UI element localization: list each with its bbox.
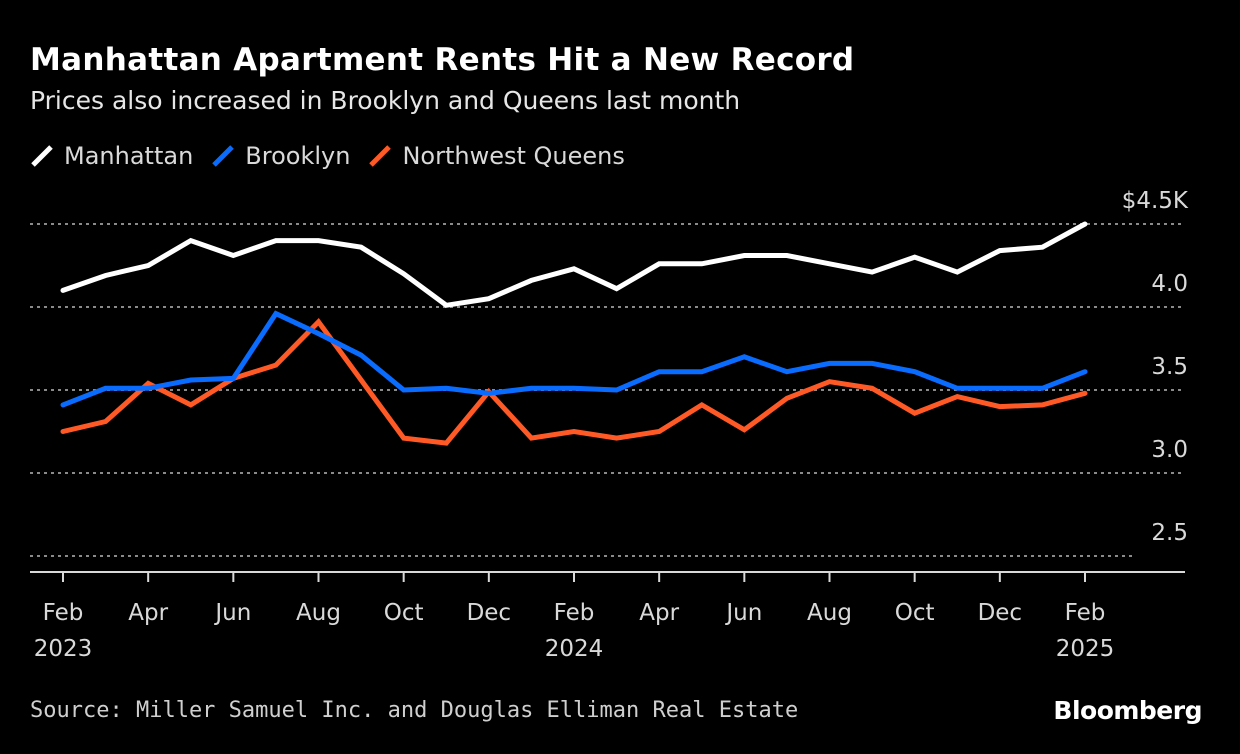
y-tick-label: 2.5 bbox=[1151, 520, 1188, 546]
x-tick-year-label: 2024 bbox=[545, 636, 604, 662]
x-tick-label: Dec bbox=[467, 600, 512, 626]
legend-swatch-manhattan bbox=[31, 145, 53, 167]
x-tick-label: Dec bbox=[978, 600, 1023, 626]
legend-label: Manhattan bbox=[64, 142, 194, 170]
bloomberg-logo: Bloomberg bbox=[1053, 696, 1202, 725]
x-tick-label: Apr bbox=[639, 600, 679, 626]
series-line-northwest-queens bbox=[60, 318, 1088, 446]
x-tick-label: Apr bbox=[128, 600, 168, 626]
y-tick-label: 4.0 bbox=[1151, 271, 1188, 297]
x-tick-label: Aug bbox=[296, 600, 341, 626]
x-tick-label: Feb bbox=[554, 600, 595, 626]
source-note: Source: Miller Samuel Inc. and Douglas E… bbox=[30, 698, 799, 723]
legend-item-northwest-queens: Northwest Queens bbox=[368, 142, 625, 170]
legend-swatch-northwest-queens bbox=[369, 145, 392, 167]
series-line-manhattan bbox=[60, 221, 1088, 308]
chart-title: Manhattan Apartment Rents Hit a New Reco… bbox=[30, 42, 855, 78]
x-tick-year-label: 2025 bbox=[1056, 636, 1115, 662]
legend: Manhattan Brooklyn Northwest Queens bbox=[30, 142, 625, 170]
legend-item-manhattan: Manhattan bbox=[30, 142, 193, 170]
series-line-brooklyn bbox=[60, 310, 1088, 408]
x-tick-label: Oct bbox=[895, 600, 935, 626]
x-tick-year-label: 2023 bbox=[34, 636, 93, 662]
y-tick-label: 3.0 bbox=[1151, 437, 1188, 463]
legend-item-brooklyn: Brooklyn bbox=[211, 142, 350, 170]
legend-label: Brooklyn bbox=[245, 142, 351, 170]
y-tick-label: $4.5K bbox=[1122, 188, 1189, 214]
legend-label: Northwest Queens bbox=[402, 142, 625, 170]
x-tick-label: Jun bbox=[213, 600, 251, 626]
x-tick-label: Feb bbox=[43, 600, 84, 626]
x-tick-label: Feb bbox=[1065, 600, 1106, 626]
chart-subtitle: Prices also increased in Brooklyn and Qu… bbox=[30, 86, 741, 115]
y-tick-label: 3.5 bbox=[1151, 354, 1188, 380]
x-tick-label: Oct bbox=[384, 600, 424, 626]
legend-swatch-brooklyn bbox=[212, 145, 235, 167]
x-tick-label: Aug bbox=[807, 600, 852, 626]
x-tick-label: Jun bbox=[724, 600, 762, 626]
